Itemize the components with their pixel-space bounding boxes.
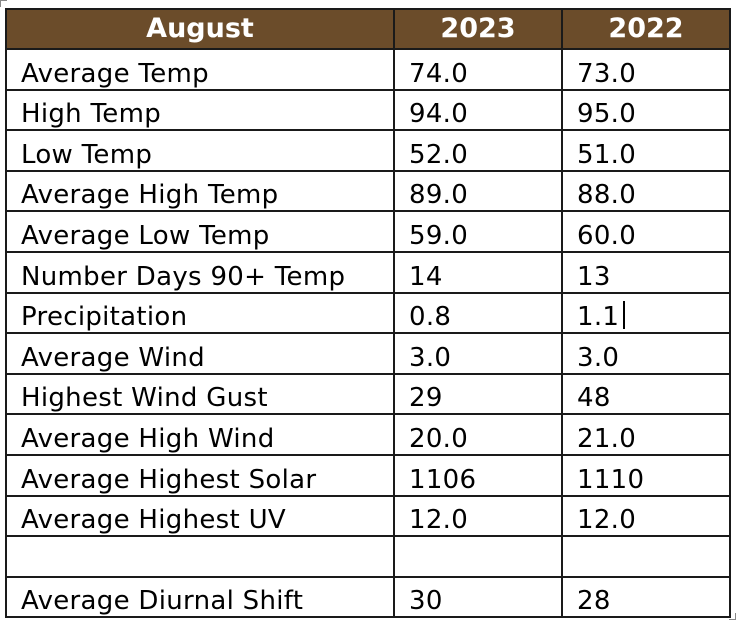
value-2022[interactable]: 60.0 [561, 210, 731, 253]
value-2022[interactable]: 21.0 [561, 413, 731, 456]
table-row: Highest Wind Gust 29 48 [5, 372, 731, 416]
value-2023[interactable]: 89.0 [393, 169, 563, 213]
row-label[interactable]: Average Highest UV [5, 494, 395, 538]
table-row: Average Highest Solar 1106 1110 [5, 453, 731, 497]
value-2023[interactable]: 74.0 [393, 48, 563, 91]
header-year-2022[interactable]: 2022 [561, 8, 731, 50]
table-row: Average Highest UV 12.0 12.0 [5, 494, 731, 538]
value-2023[interactable]: 20.0 [393, 413, 563, 456]
row-label[interactable]: Average Highest Solar [5, 453, 395, 497]
value-2023[interactable]: 52.0 [393, 129, 563, 172]
value-2023[interactable]: 1106 [393, 453, 563, 497]
weather-comparison-table: August 2023 2022 Average Temp 74.0 73.0 … [5, 8, 731, 619]
header-month[interactable]: August [5, 8, 395, 50]
table-row: Average Low Temp 59.0 60.0 [5, 210, 731, 253]
row-label[interactable]: Number Days 90+ Temp [5, 250, 395, 294]
value-2022[interactable]: 1110 [561, 453, 731, 497]
value-2022[interactable]: 88.0 [561, 169, 731, 213]
cell-text: 1.1 [577, 302, 620, 333]
row-label[interactable]: Low Temp [5, 129, 395, 172]
value-2022[interactable]: 3.0 [561, 332, 731, 375]
row-label[interactable]: Precipitation [5, 291, 395, 335]
row-label[interactable]: High Temp [5, 88, 395, 132]
value-2023[interactable]: 0.8 [393, 291, 563, 335]
value-2023[interactable]: 12.0 [393, 494, 563, 538]
row-label[interactable]: Average Temp [5, 48, 395, 91]
table-row: Precipitation 0.8 1.1 [5, 291, 731, 335]
table-row: Low Temp 52.0 51.0 [5, 129, 731, 172]
header-year-2023[interactable]: 2023 [393, 8, 563, 50]
value-2022[interactable]: 51.0 [561, 129, 731, 172]
table-row-empty [5, 535, 731, 578]
value-2022[interactable] [561, 535, 731, 578]
value-2022[interactable]: 13 [561, 250, 731, 294]
value-2022[interactable]: 12.0 [561, 494, 731, 538]
value-2023[interactable] [393, 535, 563, 578]
table-row: Average Temp 74.0 73.0 [5, 48, 731, 91]
page-corner-mark [0, 0, 7, 7]
table-row: Average High Wind 20.0 21.0 [5, 413, 731, 456]
table-row: Average High Temp 89.0 88.0 [5, 169, 731, 213]
table-row: Average Wind 3.0 3.0 [5, 332, 731, 375]
value-2023[interactable]: 59.0 [393, 210, 563, 253]
row-label[interactable]: Average Wind [5, 332, 395, 375]
value-2022[interactable]: 28 [561, 575, 731, 619]
value-2023[interactable]: 30 [393, 575, 563, 619]
row-label[interactable]: Average Diurnal Shift [5, 575, 395, 619]
table-row: Average Diurnal Shift 30 28 [5, 575, 731, 619]
row-label[interactable]: Highest Wind Gust [5, 372, 395, 416]
value-2023[interactable]: 94.0 [393, 88, 563, 132]
row-label[interactable]: Average Low Temp [5, 210, 395, 253]
value-2023[interactable]: 29 [393, 372, 563, 416]
row-label[interactable]: Average High Wind [5, 413, 395, 456]
value-2023[interactable]: 3.0 [393, 332, 563, 375]
table-row: High Temp 94.0 95.0 [5, 88, 731, 132]
value-2022[interactable]: 95.0 [561, 88, 731, 132]
row-label[interactable]: Average High Temp [5, 169, 395, 213]
value-2022[interactable]: 48 [561, 372, 731, 416]
value-2023[interactable]: 14 [393, 250, 563, 294]
table-row: Number Days 90+ Temp 14 13 [5, 250, 731, 294]
row-label[interactable] [5, 535, 395, 578]
table-header-row: August 2023 2022 [5, 8, 731, 50]
value-2022-active-cell[interactable]: 1.1 [561, 291, 731, 335]
text-cursor [623, 301, 626, 330]
value-2022[interactable]: 73.0 [561, 48, 731, 91]
